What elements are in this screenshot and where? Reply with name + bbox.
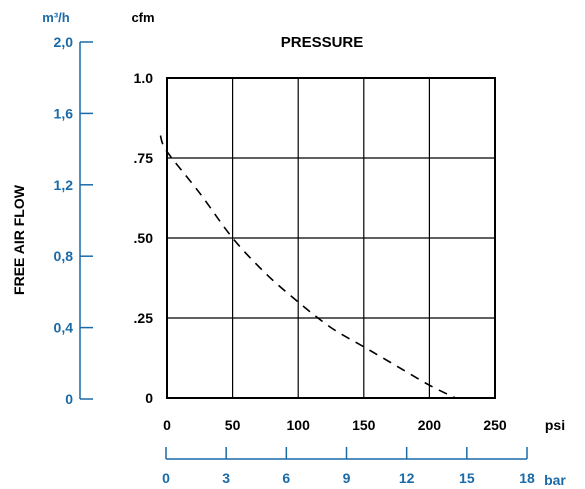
psi-tick-label: 200 <box>418 417 442 433</box>
m3h-tick-label: 0 <box>65 391 73 407</box>
bar-tick-label: 9 <box>343 470 351 486</box>
m3h-tick-label: 1,2 <box>54 177 74 193</box>
psi-tick-label: 150 <box>352 417 376 433</box>
flow-curve <box>159 135 456 399</box>
psi-tick-label: 50 <box>225 417 241 433</box>
cfm-tick-label: .75 <box>134 150 154 166</box>
bar-tick-label: 12 <box>399 470 415 486</box>
bar-tick-label: 15 <box>459 470 475 486</box>
m3h-unit-label: m³/h <box>42 10 70 25</box>
bar-tick-label: 18 <box>519 470 535 486</box>
m3h-tick-label: 0,8 <box>54 248 74 264</box>
m3h-tick-label: 1,6 <box>54 105 74 121</box>
m3h-axis: m³/h 0 0,4 0,8 1,2 1,6 2,0 <box>42 10 93 407</box>
plot-area <box>159 77 496 399</box>
cfm-tick-label: .25 <box>134 310 154 326</box>
cfm-tick-label: .50 <box>134 230 154 246</box>
chart-title: PRESSURE <box>281 34 364 51</box>
bar-tick-label: 3 <box>222 470 230 486</box>
bar-axis: 0 3 6 9 12 15 18 bar <box>162 447 566 488</box>
m3h-tick-label: 2,0 <box>54 34 74 50</box>
psi-unit-label: psi <box>545 417 565 433</box>
bar-tick-label: 0 <box>162 470 170 486</box>
bar-tick-label: 6 <box>282 470 290 486</box>
cfm-tick-label: 1.0 <box>134 70 154 86</box>
cfm-tick-label: 0 <box>145 390 153 406</box>
psi-tick-label: 250 <box>483 417 507 433</box>
cfm-unit-label: cfm <box>131 10 154 25</box>
y-axis-label: FREE AIR FLOW <box>11 184 27 295</box>
psi-tick-label: 100 <box>287 417 311 433</box>
m3h-tick-label: 0,4 <box>54 320 74 336</box>
psi-tick-label: 0 <box>163 417 171 433</box>
bar-unit-label: bar <box>544 472 566 488</box>
plot-border <box>166 77 496 399</box>
